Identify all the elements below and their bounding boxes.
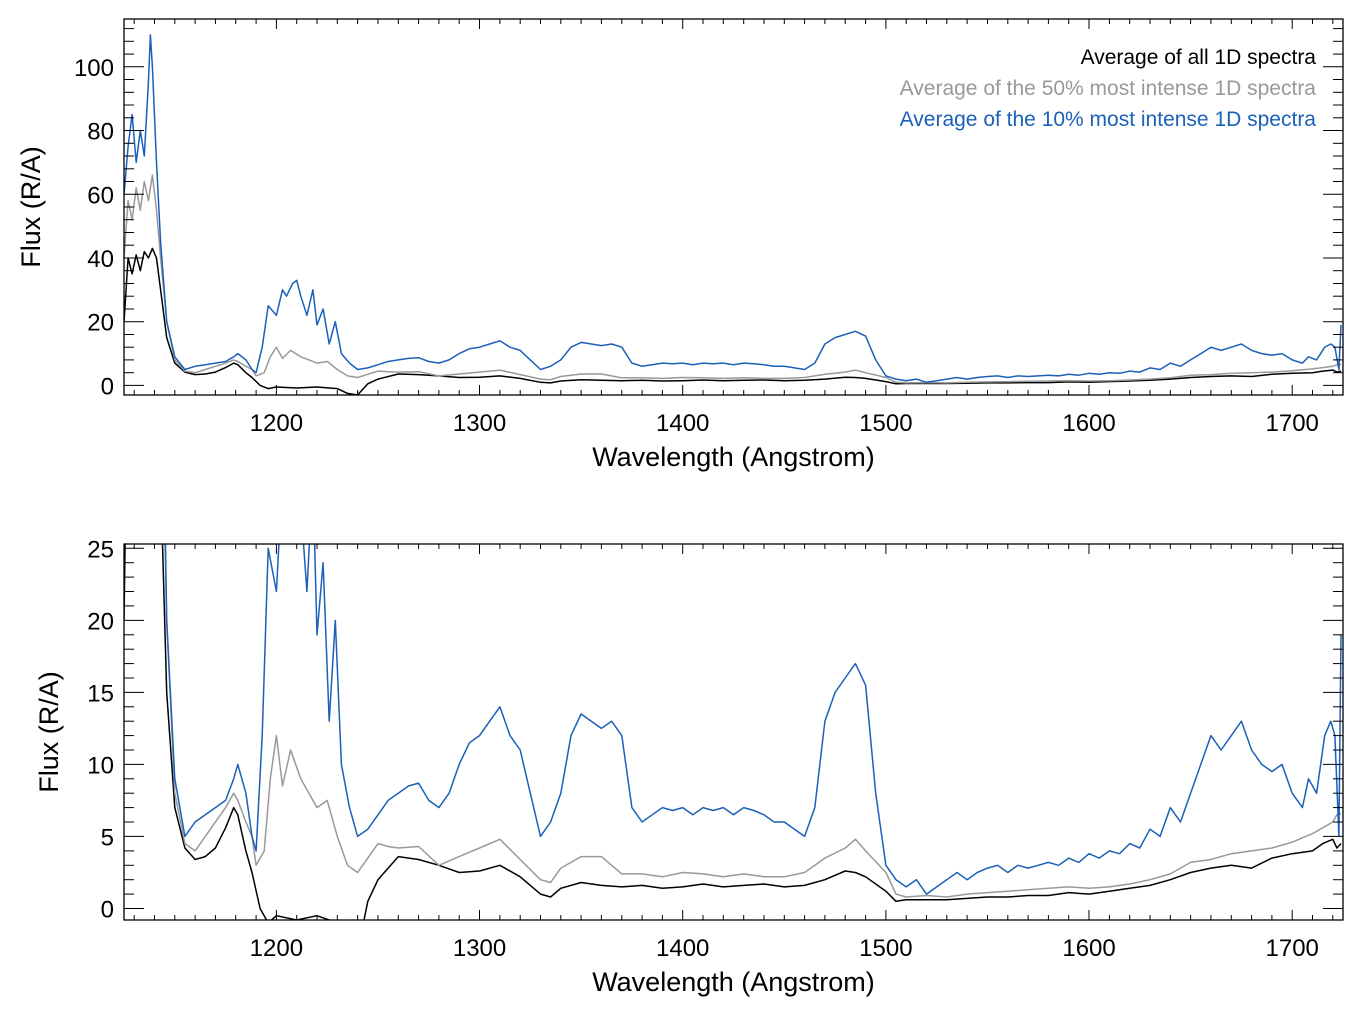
y-tick-label: 10 — [87, 752, 114, 779]
y-tick-label: 0 — [101, 896, 114, 923]
x-axis-title: Wavelength (Angstrom) — [592, 442, 875, 472]
y-tick-label: 15 — [87, 680, 114, 707]
legend-entry: Average of the 10% most intense 1D spect… — [900, 108, 1317, 131]
series-line-3 — [124, 34, 1342, 384]
x-tick-label: 1700 — [1266, 410, 1319, 437]
x-tick-label: 1500 — [859, 935, 912, 962]
y-tick-label: 60 — [87, 182, 114, 209]
y-axis-title: Flux (R/A) — [34, 671, 64, 793]
x-tick-label: 1200 — [250, 410, 303, 437]
legend-entry: Average of all 1D spectra — [1081, 46, 1317, 69]
plot-frame — [123, 543, 1344, 921]
x-tick-label: 1500 — [859, 410, 912, 437]
series-line-2 — [124, 174, 1342, 384]
series-line-3 — [164, 544, 1342, 895]
y-axis-title: Flux (R/A) — [16, 146, 46, 268]
series-line-1 — [124, 247, 1342, 395]
x-tick-label: 1200 — [250, 935, 303, 962]
series-group — [124, 544, 1342, 920]
plot-frame — [123, 18, 1344, 396]
series-line-1 — [124, 544, 1342, 920]
y-tick-label: 0 — [101, 373, 114, 400]
x-tick-label: 1400 — [656, 410, 709, 437]
x-tick-label: 1300 — [453, 410, 506, 437]
legend-entry: Average of the 50% most intense 1D spect… — [900, 77, 1317, 100]
y-tick-label: 20 — [87, 310, 114, 337]
y-tick-label: 100 — [74, 55, 114, 82]
x-tick-label: 1700 — [1266, 935, 1319, 962]
y-tick-label: 20 — [87, 608, 114, 635]
x-tick-label: 1400 — [656, 935, 709, 962]
x-tick-label: 1600 — [1062, 935, 1115, 962]
y-tick-label: 40 — [87, 246, 114, 273]
x-axis-title: Wavelength (Angstrom) — [592, 967, 875, 997]
y-tick-label: 80 — [87, 119, 114, 146]
chart-panel-1: 1200 1300 1400 1500 1600 1700 0 20 40 60 80 100 Wave… — [16, 18, 1344, 472]
y-tick-label: 25 — [87, 536, 114, 563]
series-group — [124, 34, 1342, 395]
x-tick-label: 1300 — [453, 935, 506, 962]
chart-panel-2: 1200 1300 1400 1500 1600 1700 0 5 10 15 20 25 Wavele… — [34, 536, 1344, 997]
x-tick-label: 1600 — [1062, 410, 1115, 437]
series-line-2 — [164, 544, 1342, 898]
y-tick-label: 5 — [101, 824, 114, 851]
